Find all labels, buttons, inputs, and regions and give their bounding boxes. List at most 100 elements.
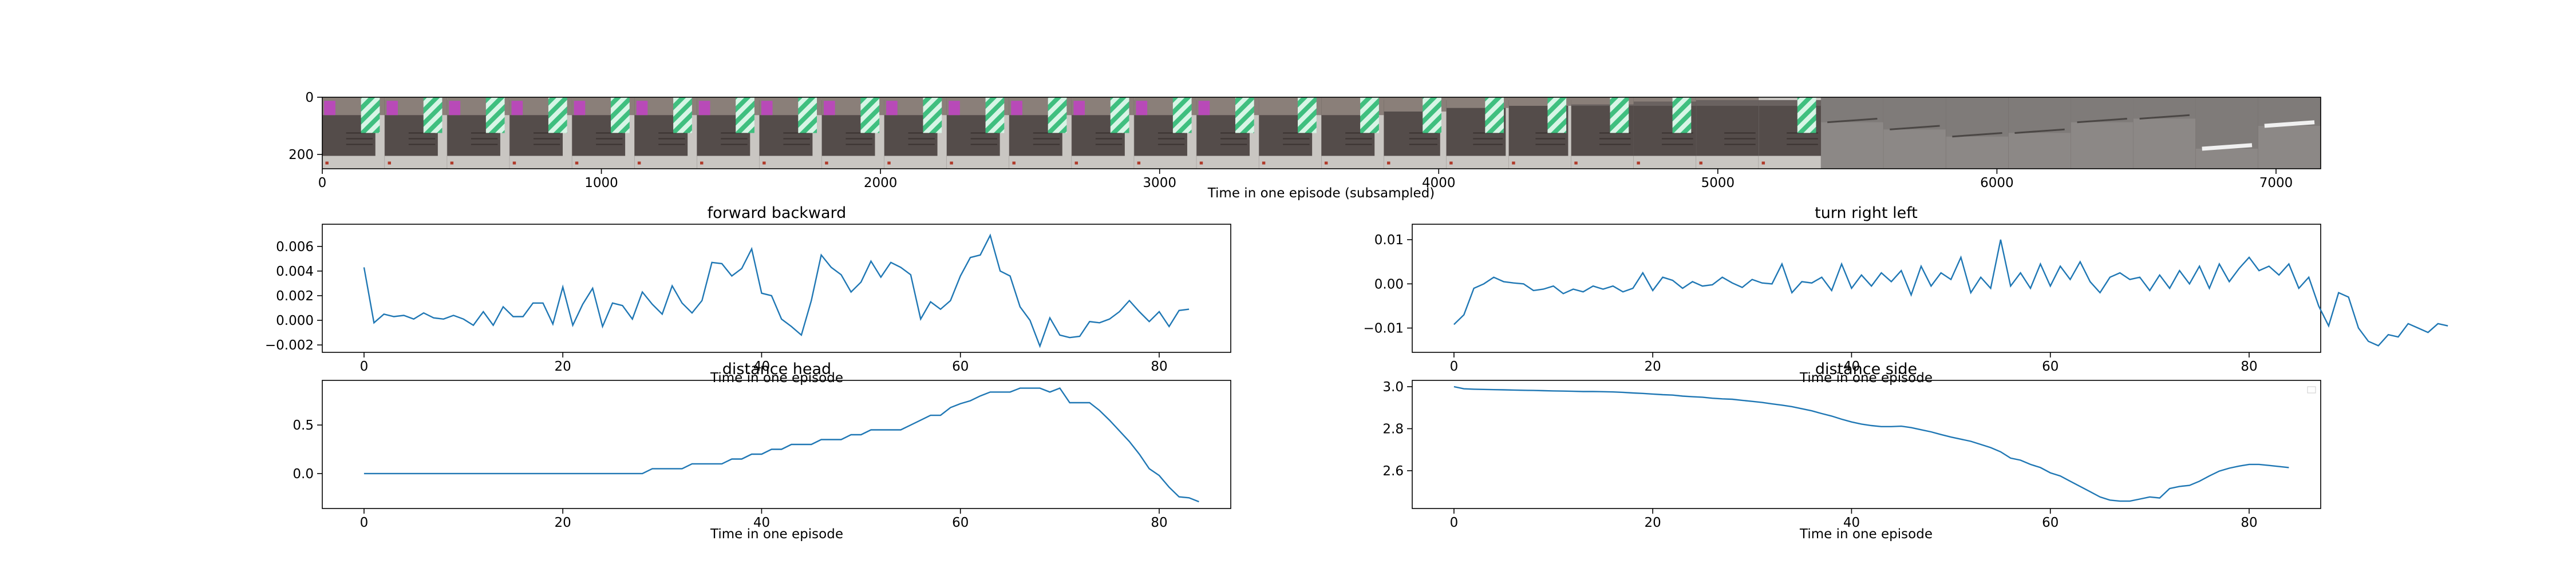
frame-thumbnail xyxy=(1571,97,1634,169)
forward-backward-frame xyxy=(322,224,1231,353)
turn-right-left-x-axis-label: Time in one episode xyxy=(1799,371,1933,386)
turn-right-left-x-ticks: 0 20 40 60 80 xyxy=(1450,352,2258,374)
distance-side-panel: distance side 0 20 40 60 80 2.6 2.8 3.0 Time i… xyxy=(1382,360,2321,542)
frame-thumbnail xyxy=(2071,97,2134,169)
distance-side-empty-legend xyxy=(2307,386,2316,394)
forward-backward-panel: forward backward 0 20 40 60 80 −0.002 0.000 0.… xyxy=(265,204,1231,386)
frame-thumbnail xyxy=(884,97,947,169)
frame-thumbnail xyxy=(1696,97,1759,169)
strip-x-tick-label: 3000 xyxy=(1143,176,1176,190)
strip-x-tick-label: 6000 xyxy=(1980,176,2014,190)
frame-thumbnail xyxy=(1384,97,1447,169)
frame-thumbnail xyxy=(1196,97,1259,169)
distance-side-x-axis-label: Time in one episode xyxy=(1799,527,1933,542)
distance-head-x-tick-label: 60 xyxy=(952,515,969,530)
strip-x-tick-label: 5000 xyxy=(1701,176,1735,190)
frame-thumbnail xyxy=(1759,97,1822,169)
frame-strip-image xyxy=(322,97,2321,169)
turn-right-left-title: turn right left xyxy=(1815,204,1918,222)
turn-right-left-x-tick-label: 40 xyxy=(1843,359,1860,374)
strip-x-tick-label: 1000 xyxy=(584,176,618,190)
distance-head-x-axis-label: Time in one episode xyxy=(710,527,843,542)
frame-thumbnail xyxy=(1633,97,1697,169)
distance-head-y-ticks: 0.0 0.5 xyxy=(293,418,322,482)
strip-frame-border xyxy=(322,97,2321,169)
distance-side-y-tick-label: 3.0 xyxy=(1382,380,1404,395)
forward-backward-y-tick-label: 0.006 xyxy=(276,240,314,255)
frame-thumbnail xyxy=(1821,97,1884,169)
frame-thumbnail xyxy=(1134,97,1197,169)
distance-side-x-tick-label: 0 xyxy=(1450,515,1459,530)
forward-backward-y-tick-label: 0.002 xyxy=(276,289,314,304)
distance-head-frame xyxy=(322,380,1231,509)
forward-backward-x-tick-label: 20 xyxy=(555,359,571,374)
frame-thumbnail xyxy=(1883,97,1946,169)
forward-backward-y-tick-label: 0.004 xyxy=(276,264,314,279)
frame-thumbnail xyxy=(447,97,510,169)
distance-side-y-tick-label: 2.6 xyxy=(1382,464,1404,479)
strip-x-tick-label: 4000 xyxy=(1422,176,1456,190)
frame-thumbnail xyxy=(759,97,823,169)
frame-thumbnail xyxy=(2008,97,2072,169)
turn-right-left-frame xyxy=(1412,224,2321,353)
frame-thumbnail xyxy=(821,97,885,169)
forward-backward-x-tick-label: 60 xyxy=(952,359,969,374)
frame-thumbnail xyxy=(509,97,572,169)
forward-backward-x-ticks: 0 20 40 60 80 xyxy=(360,352,1168,374)
distance-side-frame xyxy=(1412,380,2321,509)
frame-thumbnail xyxy=(385,97,448,169)
distance-head-panel: distance head 0 20 40 60 80 0.0 0.5 Time in o… xyxy=(293,360,1231,542)
strip-y-ticks: 0 200 xyxy=(289,90,322,162)
turn-right-left-y-ticks: −0.01 0.00 0.01 xyxy=(1364,233,1412,336)
distance-head-x-ticks: 0 20 40 60 80 xyxy=(360,509,1168,530)
frame-thumbnail xyxy=(1072,97,1135,169)
frame-thumbnail xyxy=(2133,97,2196,169)
distance-head-y-tick-label: 0.0 xyxy=(293,467,314,482)
frame-thumbnail xyxy=(1946,97,2009,169)
strip-x-axis-label: Time in one episode (subsampled) xyxy=(1207,186,1435,201)
forward-backward-x-tick-label: 80 xyxy=(1151,359,1167,374)
distance-head-series-line xyxy=(364,387,1199,503)
strip-x-tick-label: 2000 xyxy=(864,176,898,190)
frame-thumbnail xyxy=(697,97,760,169)
frames-strip-panel: 0 1000 2000 3000 4000 5000 6000 7000 0 200 Time … xyxy=(289,90,2321,201)
turn-right-left-y-tick-label: 0.00 xyxy=(1374,277,1404,292)
distance-side-x-tick-label: 20 xyxy=(1645,515,1661,530)
frame-thumbnail xyxy=(1321,97,1385,169)
strip-y-tick-label: 0 xyxy=(305,90,314,105)
strip-x-ticks: 0 1000 2000 3000 4000 5000 6000 7000 xyxy=(318,169,2293,190)
forward-backward-x-axis-label: Time in one episode xyxy=(710,371,843,386)
turn-right-left-series-line xyxy=(1453,239,2448,347)
turn-right-left-x-tick-label: 60 xyxy=(2042,359,2059,374)
turn-right-left-x-tick-label: 20 xyxy=(1645,359,1661,374)
strip-x-tick-label: 0 xyxy=(318,176,327,190)
forward-backward-x-tick-label: 0 xyxy=(360,359,369,374)
distance-side-y-ticks: 2.6 2.8 3.0 xyxy=(1382,380,1412,479)
forward-backward-title: forward backward xyxy=(708,204,847,222)
distance-head-y-tick-label: 0.5 xyxy=(293,418,314,433)
forward-backward-x-tick-label: 40 xyxy=(753,359,770,374)
frame-thumbnail xyxy=(322,97,385,169)
turn-right-left-x-tick-label: 0 xyxy=(1450,359,1459,374)
distance-head-x-tick-label: 80 xyxy=(1151,515,1167,530)
frame-thumbnail xyxy=(1259,97,1322,169)
forward-backward-y-ticks: −0.002 0.000 0.002 0.004 0.006 xyxy=(265,240,322,353)
distance-head-x-tick-label: 20 xyxy=(555,515,571,530)
turn-right-left-panel: turn right left 0 20 40 60 80 −0.010.000.01 … xyxy=(1364,204,2448,386)
distance-side-title: distance side xyxy=(1815,360,1917,378)
frame-thumbnail xyxy=(946,97,1010,169)
strip-x-tick-label: 7000 xyxy=(2259,176,2293,190)
frame-thumbnail xyxy=(2258,97,2321,169)
distance-side-y-tick-label: 2.8 xyxy=(1382,422,1404,436)
forward-backward-series-line xyxy=(363,233,1190,348)
frame-thumbnail xyxy=(1009,97,1072,169)
distance-head-x-tick-label: 40 xyxy=(753,515,770,530)
strip-y-tick-label: 200 xyxy=(289,148,314,162)
distance-head-x-tick-label: 0 xyxy=(360,515,369,530)
turn-right-left-y-tick-label: 0.01 xyxy=(1374,233,1404,248)
forward-backward-y-tick-label: −0.002 xyxy=(265,338,314,353)
turn-right-left-x-tick-label: 80 xyxy=(2241,359,2257,374)
frame-thumbnail xyxy=(1446,97,1510,169)
frame-thumbnail xyxy=(1508,97,1572,169)
